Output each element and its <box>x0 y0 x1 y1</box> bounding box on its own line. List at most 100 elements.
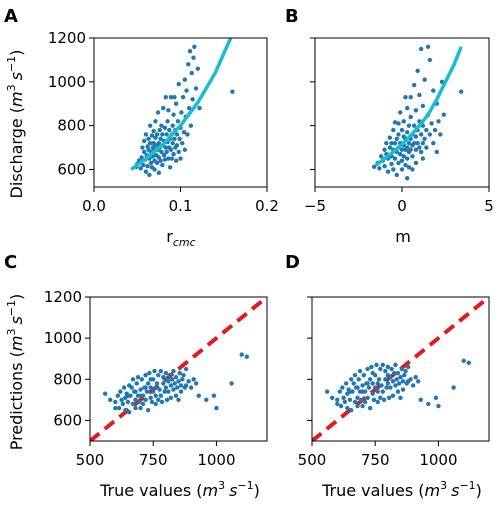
data-point <box>175 119 181 124</box>
data-point <box>394 172 399 178</box>
data-point <box>172 94 177 100</box>
data-point <box>176 149 181 155</box>
data-point <box>194 381 199 386</box>
data-point <box>355 385 360 390</box>
data-point <box>411 123 417 128</box>
data-point <box>177 370 182 376</box>
data-point <box>176 379 181 384</box>
data-point <box>179 110 184 115</box>
data-point <box>169 377 175 382</box>
data-point <box>171 151 176 157</box>
data-point <box>387 145 393 150</box>
data-point <box>173 158 179 163</box>
data-point <box>154 132 160 137</box>
data-point <box>170 123 175 128</box>
x-tick-label: 500 <box>298 451 327 469</box>
data-point <box>178 156 183 161</box>
data-point <box>389 366 394 372</box>
data-point <box>182 147 188 152</box>
data-point <box>143 385 148 390</box>
data-point <box>436 403 441 409</box>
data-point <box>366 385 372 390</box>
data-point <box>143 372 148 378</box>
data-point <box>405 364 411 370</box>
data-point <box>154 160 160 166</box>
x-tick-label: 0.1 <box>169 197 193 215</box>
data-point <box>347 389 353 394</box>
data-point <box>204 397 209 403</box>
data-point <box>399 167 405 172</box>
data-point <box>357 368 363 374</box>
data-point <box>185 132 190 137</box>
data-point <box>378 395 383 400</box>
data-point <box>338 403 344 409</box>
data-point <box>143 397 148 403</box>
data-point <box>138 393 143 398</box>
data-point <box>168 94 174 100</box>
data-point <box>381 397 387 403</box>
data-point <box>365 395 370 400</box>
data-point <box>161 105 166 111</box>
data-point <box>359 397 364 403</box>
y-tick-label: 1200 <box>48 29 86 47</box>
data-point <box>152 368 157 374</box>
data-point <box>125 399 131 405</box>
data-point <box>380 362 385 368</box>
data-point <box>133 397 138 403</box>
data-point <box>356 377 361 382</box>
data-point <box>181 372 186 378</box>
data-point <box>163 377 169 382</box>
y-tick-label: 1200 <box>44 288 82 306</box>
data-point <box>138 166 143 171</box>
data-point <box>147 172 152 178</box>
data-point <box>178 383 184 388</box>
data-point <box>138 405 143 411</box>
data-point <box>130 377 136 382</box>
x-tick-label: 1000 <box>419 451 457 469</box>
data-point <box>385 364 391 370</box>
data-point <box>115 393 121 398</box>
data-point <box>148 385 153 390</box>
data-point <box>410 383 416 388</box>
data-point <box>165 119 170 124</box>
data-point <box>371 164 377 170</box>
data-point <box>163 385 169 390</box>
panel-c-letter: C <box>4 252 17 273</box>
data-point <box>154 381 160 386</box>
panel-a-letter: A <box>4 6 18 27</box>
data-point <box>156 140 162 146</box>
data-point <box>420 156 426 161</box>
data-point <box>360 389 365 394</box>
data-point <box>395 389 401 394</box>
data-point <box>352 399 358 405</box>
panel-b: B −5 0 5 m <box>285 6 494 246</box>
data-point <box>389 161 394 167</box>
data-point <box>148 140 153 146</box>
data-point <box>196 393 201 398</box>
data-point <box>324 389 330 394</box>
data-point <box>155 110 161 115</box>
data-point <box>370 370 375 376</box>
data-point <box>169 156 175 161</box>
data-point <box>167 165 173 170</box>
data-point <box>156 170 162 175</box>
data-point <box>382 163 387 169</box>
data-point <box>153 401 158 407</box>
data-point <box>367 377 373 382</box>
data-point <box>181 130 187 135</box>
data-point <box>355 403 360 409</box>
data-point <box>102 391 108 396</box>
data-point <box>184 88 189 93</box>
data-point <box>362 399 368 405</box>
data-point <box>157 387 162 392</box>
data-point <box>432 127 438 133</box>
data-point <box>182 77 188 82</box>
data-point <box>147 370 152 376</box>
data-point <box>159 123 164 128</box>
panel-b-xlabel: m <box>395 227 411 246</box>
data-point <box>342 399 348 405</box>
data-point <box>229 381 234 386</box>
data-point <box>126 410 132 415</box>
data-point <box>384 385 389 390</box>
data-point <box>160 132 165 137</box>
